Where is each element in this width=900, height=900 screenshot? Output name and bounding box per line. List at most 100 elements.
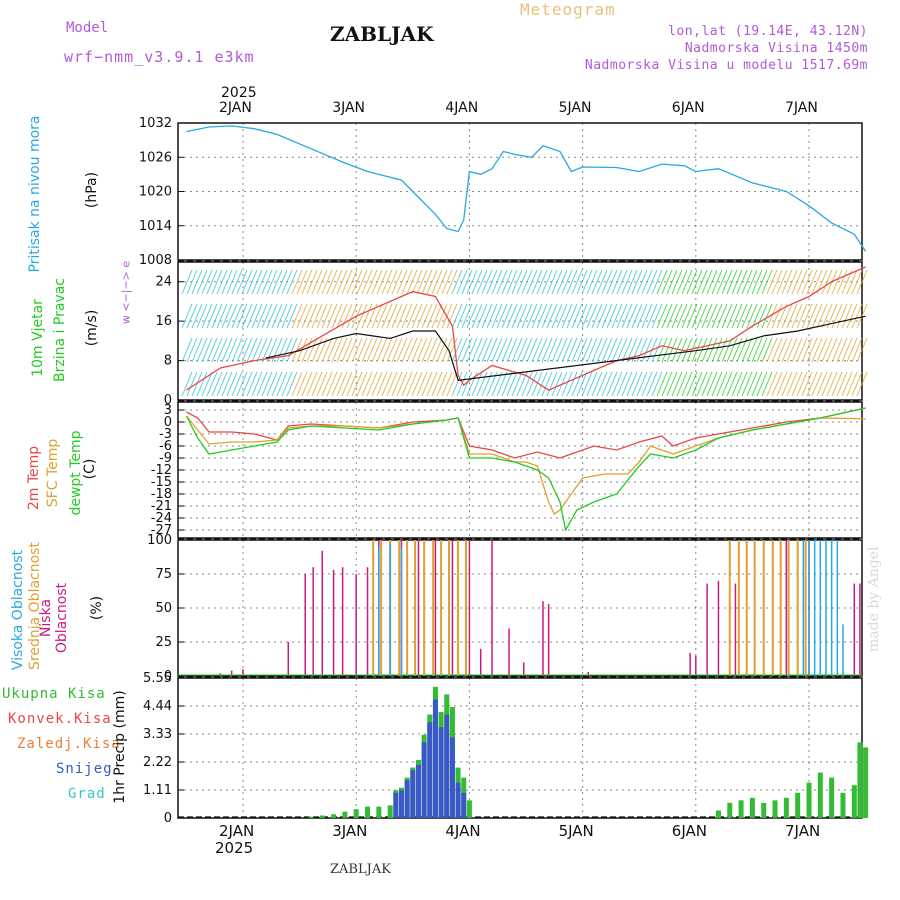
wind-barb	[851, 371, 863, 397]
wind-barb	[341, 303, 353, 329]
wind-barb	[466, 303, 478, 329]
y-tick-label: 25	[155, 635, 172, 650]
wind-barb	[541, 303, 553, 329]
wind-barb	[601, 303, 613, 329]
legend-hail: Grad	[68, 786, 106, 802]
wind-barb	[491, 303, 503, 329]
wind-barb	[191, 269, 203, 295]
y-tick-label: 100	[147, 533, 172, 548]
precip-total-bar	[840, 792, 846, 818]
wind-barb	[726, 269, 738, 295]
top-day-label: 7JAN	[785, 100, 818, 116]
wind-barb	[401, 337, 413, 363]
wind-barb	[811, 337, 823, 363]
wind-barb	[711, 337, 723, 363]
wind-barb	[556, 269, 568, 295]
wind-barb	[496, 269, 508, 295]
wind-barb	[581, 303, 593, 329]
wind-barb	[271, 371, 283, 397]
wind-barb	[226, 371, 238, 397]
wind-barb	[651, 269, 663, 295]
y-tick-label: 1014	[139, 219, 172, 234]
wind-barb	[706, 303, 718, 329]
wind-barb	[416, 371, 428, 397]
wind-barb	[411, 303, 423, 329]
wind-barb	[211, 337, 223, 363]
wind-barb	[696, 269, 708, 295]
wind-barb	[811, 269, 823, 295]
wind-barb	[596, 269, 608, 295]
wind-barb	[546, 371, 558, 397]
wind-barb	[781, 303, 793, 329]
wind-barb	[546, 337, 558, 363]
precip-total-bar	[857, 742, 863, 818]
wind-barb	[291, 371, 303, 397]
wind-barb	[821, 303, 833, 329]
station-title: ZABLJAK	[330, 22, 434, 46]
wind-barb	[586, 337, 598, 363]
precip-snow-bar	[455, 782, 461, 818]
wind-barb	[406, 337, 418, 363]
wind-barb	[321, 303, 333, 329]
bottom-day-label: 5JAN	[558, 822, 594, 840]
y-tick-label: -6	[159, 439, 172, 454]
precip-snow-bar	[398, 790, 404, 818]
wind-barb	[476, 269, 488, 295]
wind-barb	[281, 337, 293, 363]
wind-barb	[381, 269, 393, 295]
precip-total-bar	[851, 785, 857, 818]
wind-barb	[791, 371, 803, 397]
wind-barb	[361, 303, 373, 329]
y-tick-label: -9	[159, 451, 172, 466]
wind-barb	[216, 303, 228, 329]
wind-barb	[201, 303, 213, 329]
wind-barb	[766, 303, 778, 329]
wind-barb	[221, 303, 233, 329]
wind-barb	[356, 303, 368, 329]
wind-barb	[301, 303, 313, 329]
wind-barb	[591, 303, 603, 329]
wind-barb	[616, 303, 628, 329]
wind-barb	[586, 303, 598, 329]
wind-barb	[211, 303, 223, 329]
wind-barb	[201, 371, 213, 397]
precip-total-bar	[829, 777, 835, 818]
wind-barb	[506, 337, 518, 363]
wind-barb	[501, 303, 513, 329]
wind-barb	[311, 303, 323, 329]
bottom-day-label: 2JAN	[219, 822, 255, 840]
wind-barb	[821, 337, 833, 363]
wind-barb	[701, 269, 713, 295]
wind-barb	[606, 303, 618, 329]
wind-barb	[381, 303, 393, 329]
wind-barb	[491, 269, 503, 295]
wind-barb	[541, 269, 553, 295]
wind-barb	[466, 337, 478, 363]
wind-barb	[446, 337, 458, 363]
altitude-label: Nadmorska Visina 1450m	[684, 41, 868, 56]
wind-barb	[726, 337, 738, 363]
wind-barb	[331, 269, 343, 295]
wind-barb	[841, 371, 853, 397]
wind-barb	[241, 303, 253, 329]
wind-barb	[396, 269, 408, 295]
precip-total-bar	[761, 802, 767, 818]
wind-barb	[376, 269, 388, 295]
wind-barb	[686, 337, 698, 363]
wind-barb	[761, 269, 773, 295]
wind-barb	[776, 337, 788, 363]
wind-barb	[531, 371, 543, 397]
wind-barb	[206, 269, 218, 295]
wind-barb	[716, 269, 728, 295]
wind-barb	[286, 269, 298, 295]
panel-frame	[177, 539, 863, 677]
bottom-day-label: 6JAN	[671, 822, 707, 840]
wind-barb	[621, 371, 633, 397]
wind-barb	[511, 371, 523, 397]
wind-barb	[771, 337, 783, 363]
legend-conv: Konvek.Kisa	[8, 711, 112, 727]
wind-barb	[446, 371, 458, 397]
precip-total-bar	[806, 782, 812, 818]
wind-barb	[796, 303, 808, 329]
wind-barb	[836, 303, 848, 329]
